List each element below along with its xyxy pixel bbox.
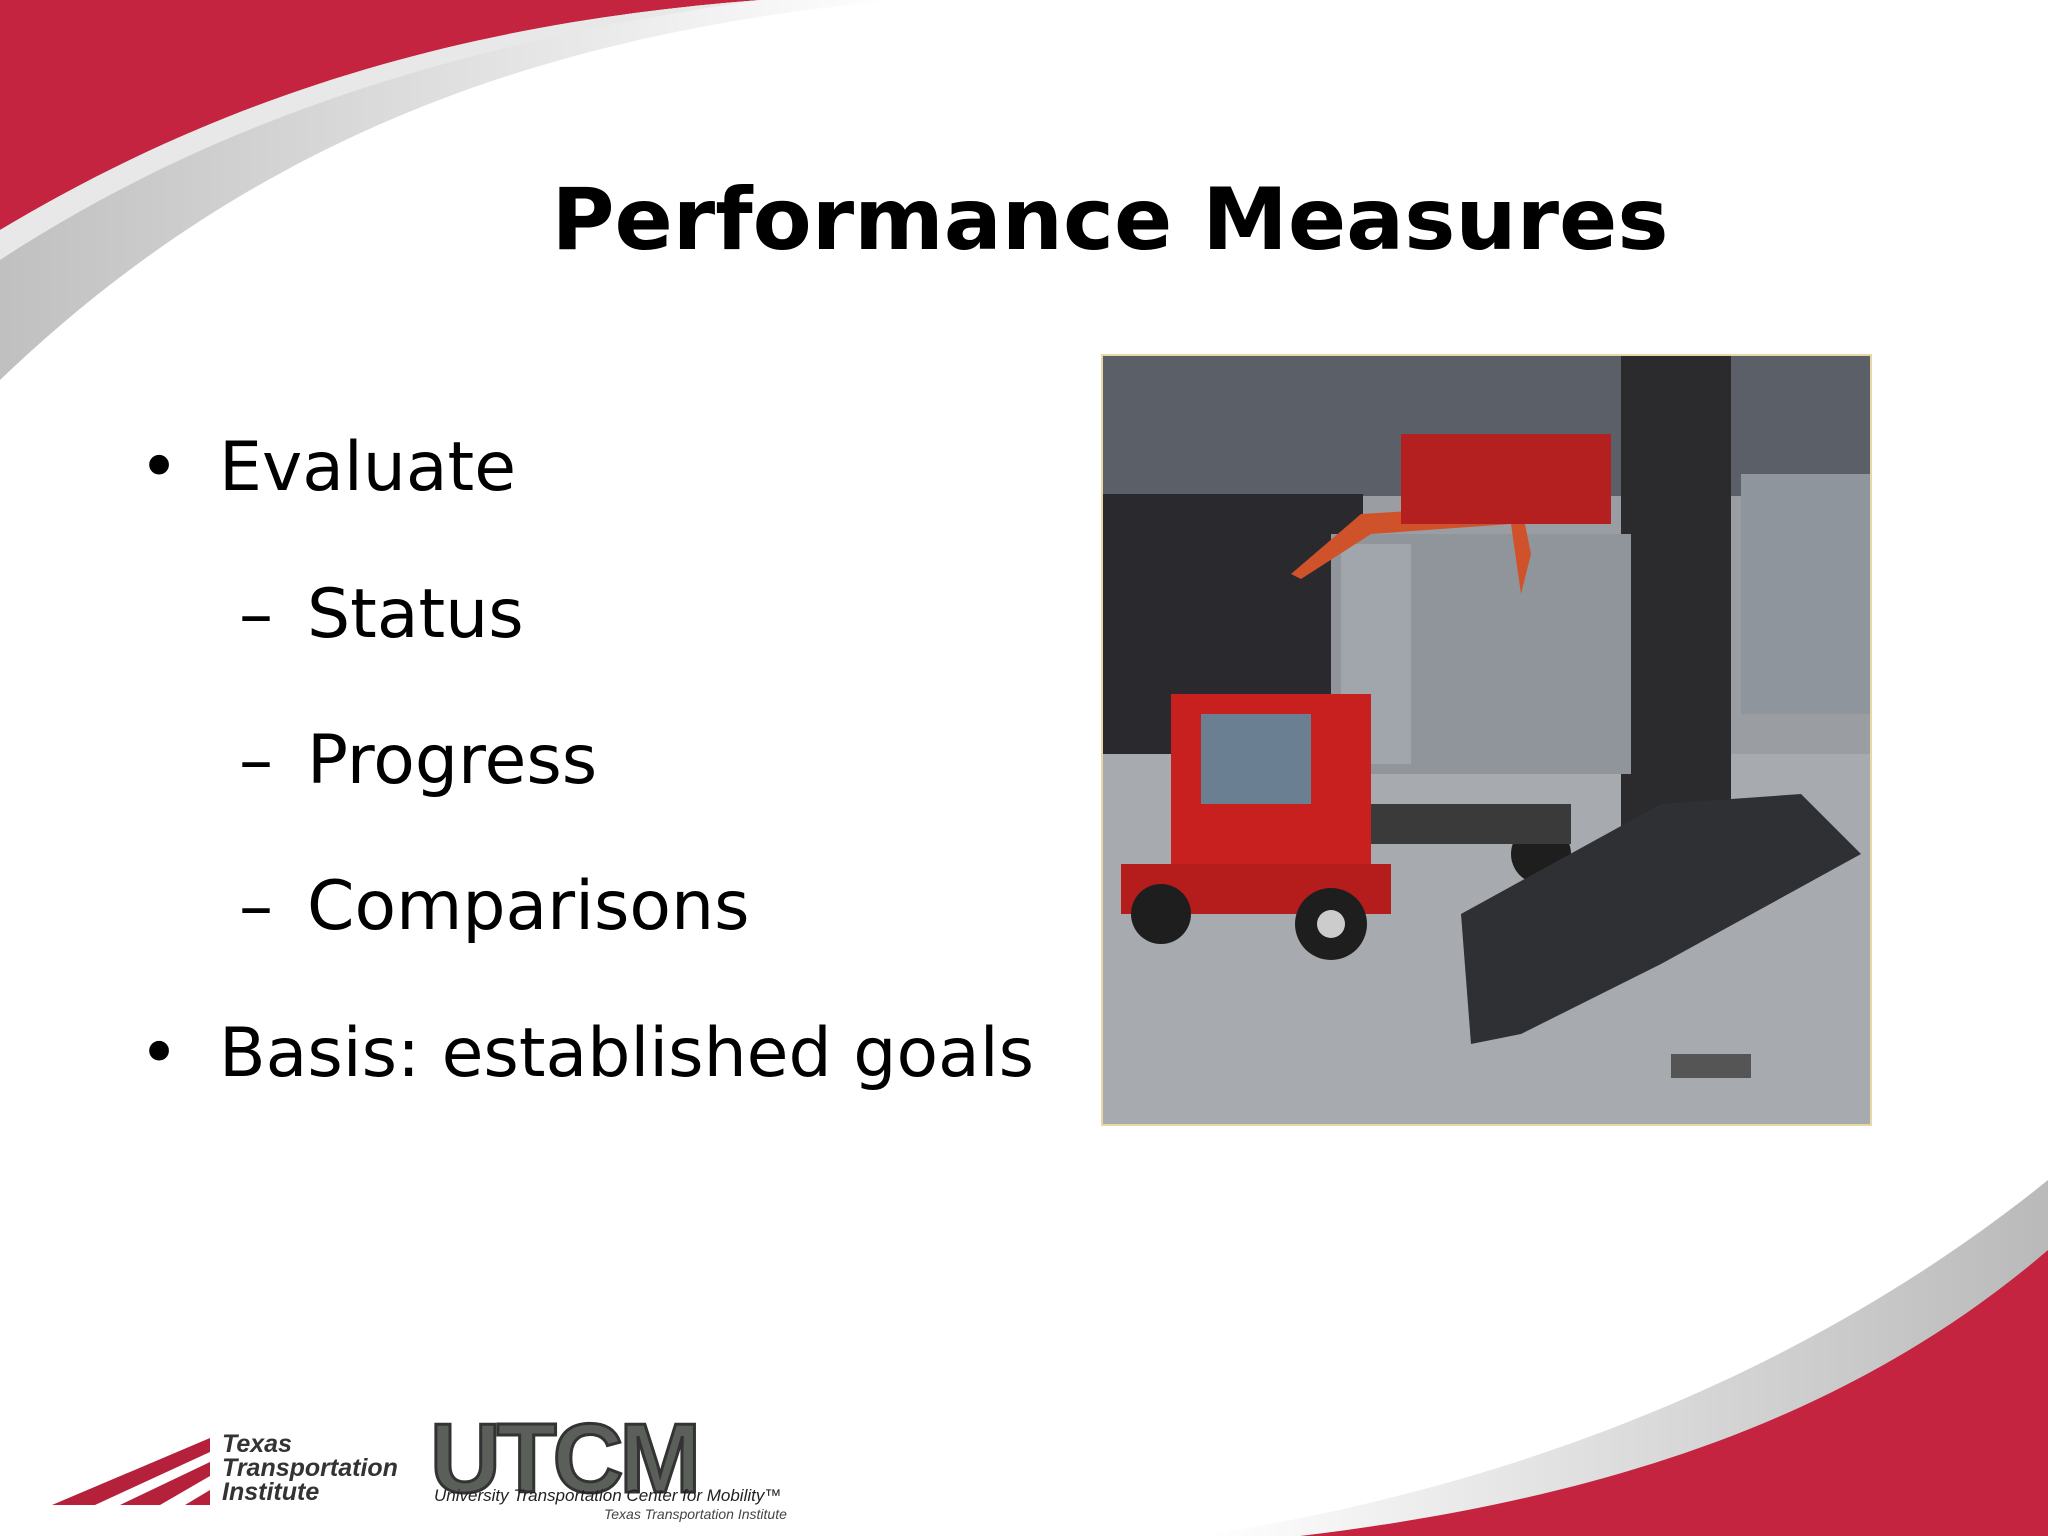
- tti-logo-line: Texas: [222, 1430, 292, 1458]
- tti-logo-line: Institute: [222, 1478, 320, 1506]
- sub-bullet: Status: [239, 575, 524, 654]
- utcm-mark: UTCM: [428, 1402, 702, 1515]
- bullet: Evaluate: [139, 428, 516, 507]
- bullet: Basis: established goals: [139, 1014, 1034, 1093]
- sub-bullet: Progress: [239, 721, 597, 800]
- photo: [1101, 354, 1872, 1126]
- tti-logo-line: Transportation: [222, 1454, 398, 1482]
- slide-title: Performance Measures: [551, 170, 1669, 270]
- tti-logo: Texas Transportation Institute: [222, 1430, 398, 1506]
- utcm-sub: Texas Transportation Institute: [604, 1506, 787, 1522]
- utcm-name: University Transportation Center for Mob…: [434, 1486, 782, 1505]
- sub-bullet: Comparisons: [239, 867, 750, 946]
